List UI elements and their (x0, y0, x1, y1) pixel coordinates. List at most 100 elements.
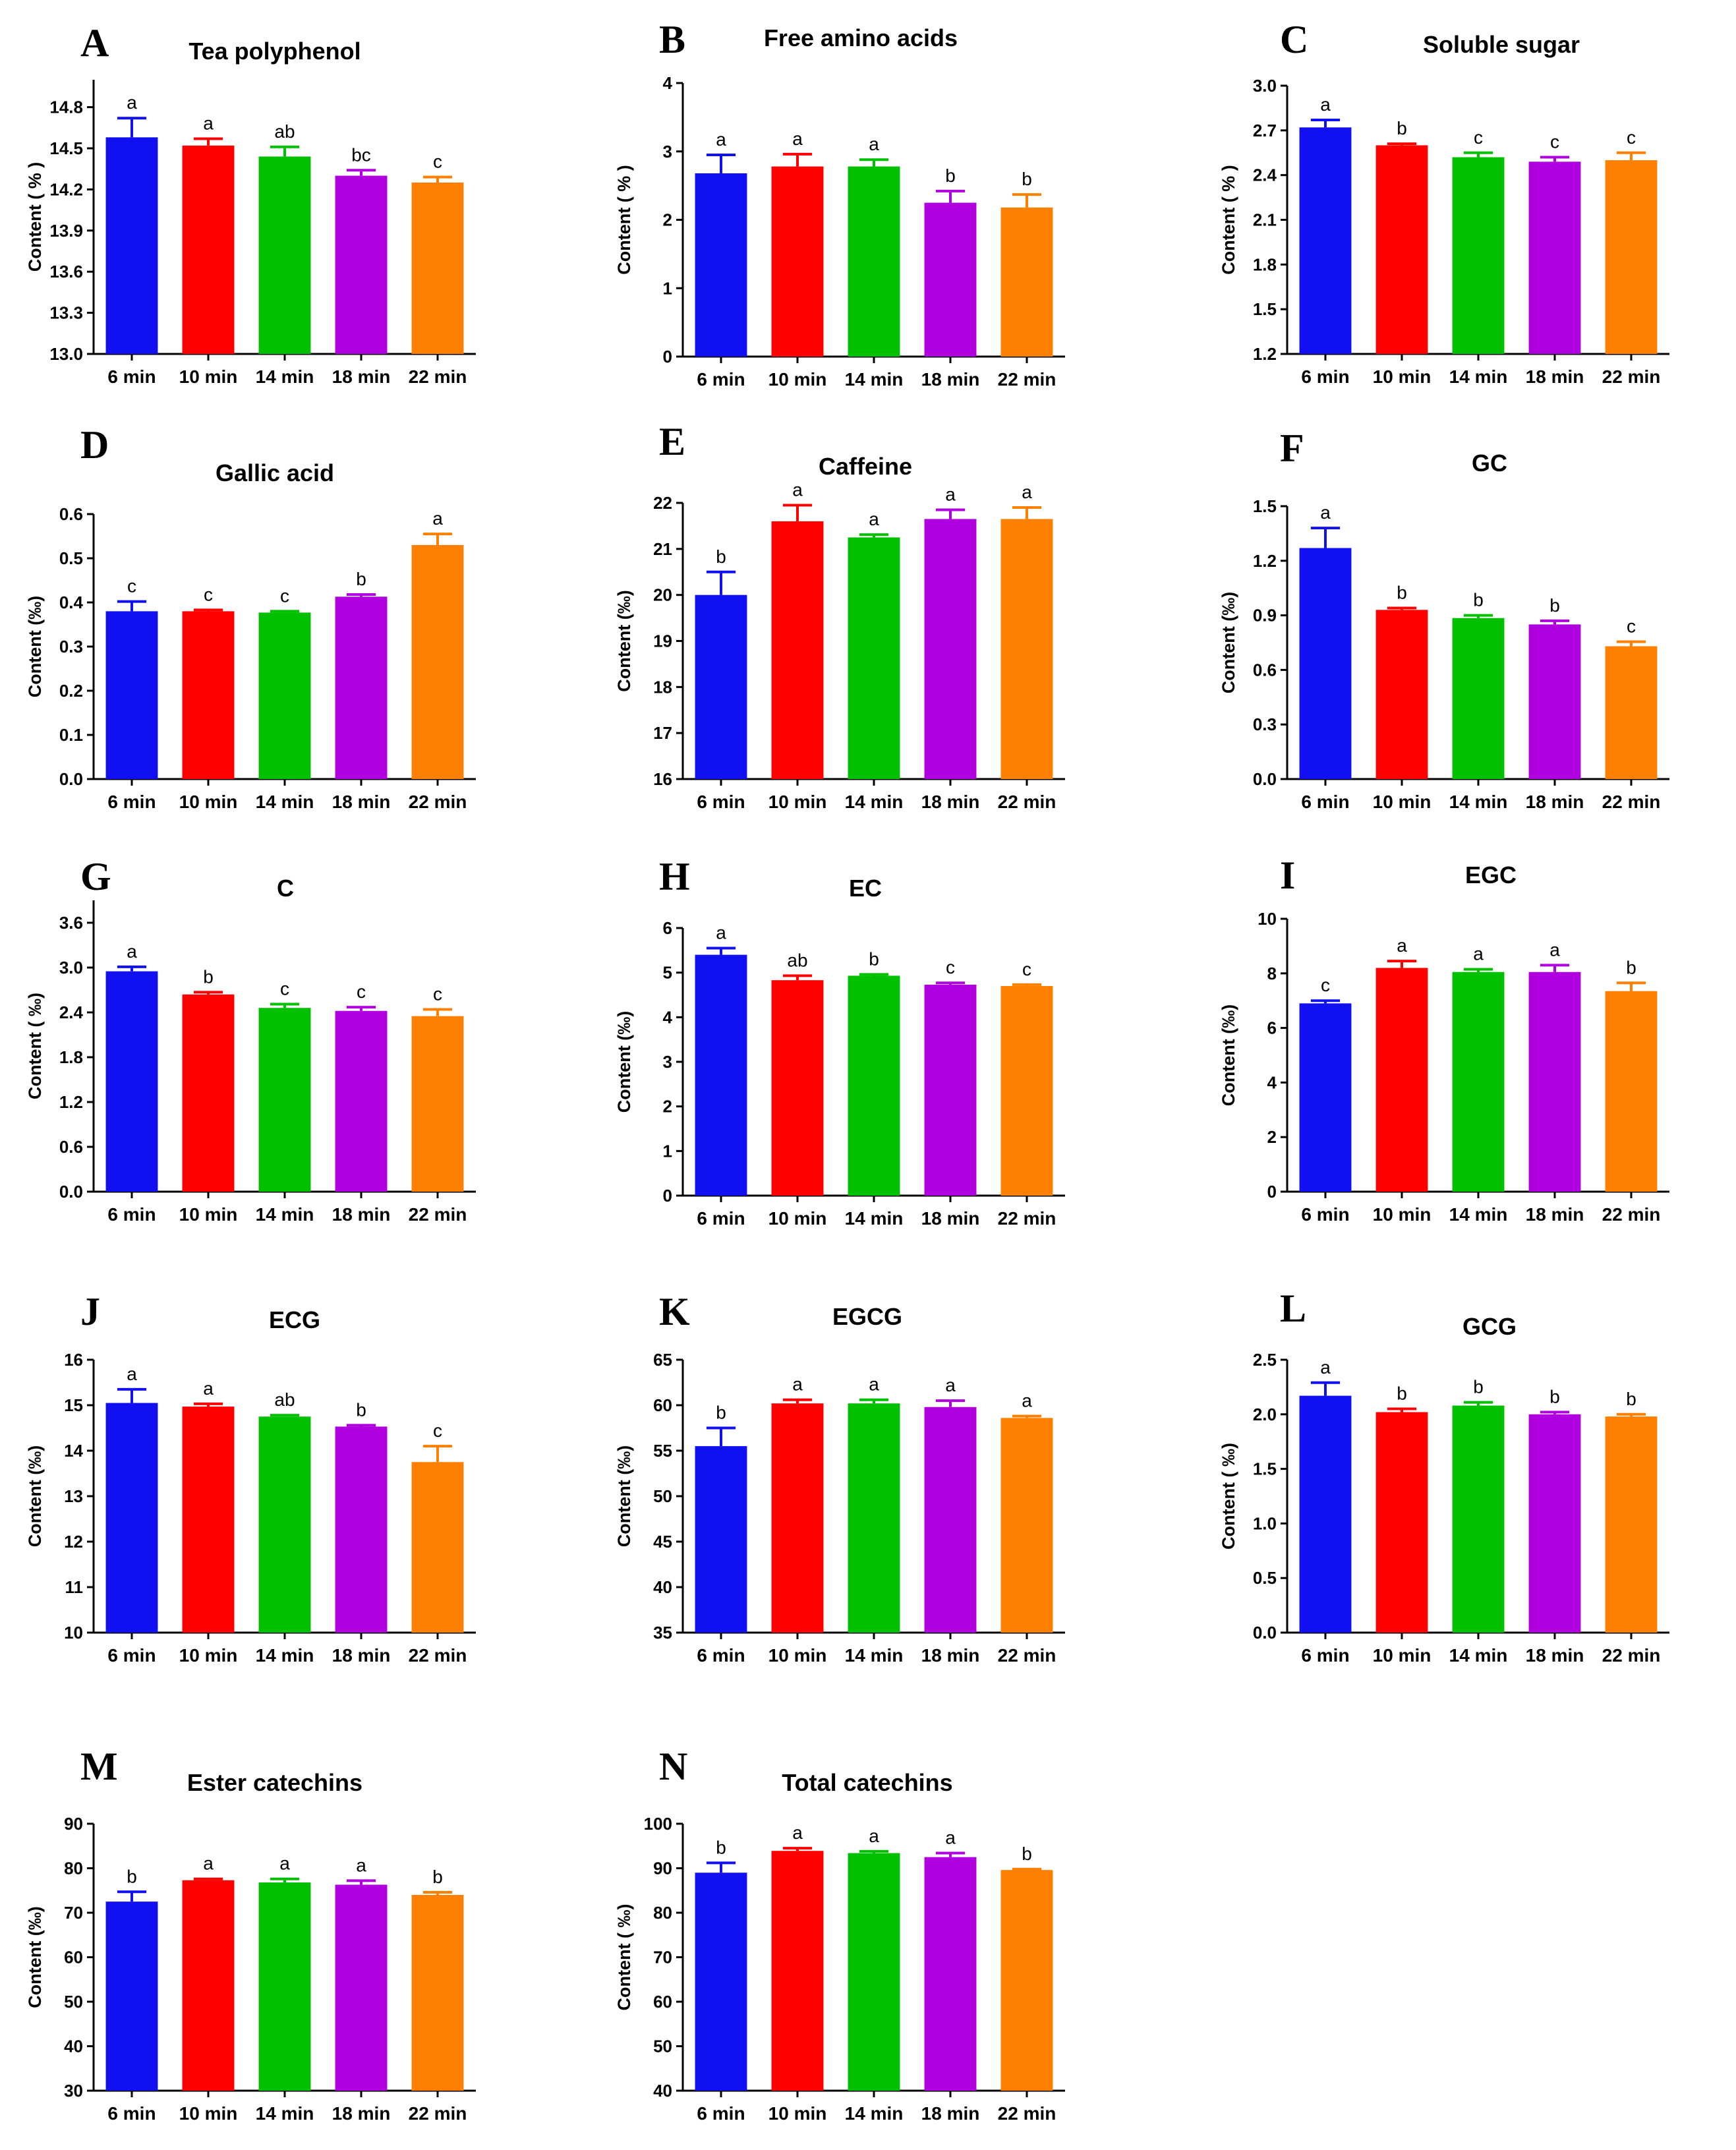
y-tick-label: 6 (663, 918, 672, 938)
x-tick-label: 22 min (998, 1208, 1056, 1229)
y-tick-label: 40 (653, 1577, 672, 1597)
y-tick-label: 35 (653, 1623, 672, 1642)
y-tick-label: 13.0 (49, 344, 83, 364)
x-tick-label: 14 min (256, 1204, 314, 1225)
x-tick-label: 14 min (845, 1645, 904, 1666)
x-tick-label: 18 min (332, 2103, 391, 2124)
y-tick-label: 0.6 (59, 504, 83, 524)
significance-label: b (1626, 1389, 1636, 1409)
y-axis-label: Content (‰) (25, 1445, 45, 1547)
bar-14-min (848, 537, 900, 779)
y-axis-label: Content (‰) (25, 1906, 45, 2008)
x-tick-label: 18 min (921, 1208, 980, 1229)
bar-18-min (335, 175, 388, 354)
bar-18-min (924, 202, 977, 357)
significance-label: a (869, 134, 879, 154)
y-tick-label: 50 (653, 1486, 672, 1506)
x-tick-label: 14 min (256, 1645, 314, 1666)
significance-label: a (1397, 935, 1407, 956)
x-tick-label: 14 min (1449, 1204, 1508, 1225)
y-tick-label: 0.3 (1253, 714, 1277, 734)
y-tick-label: 12 (64, 1532, 83, 1552)
x-tick-label: 18 min (332, 792, 391, 812)
x-tick-label: 18 min (332, 1204, 391, 1225)
x-tick-label: 22 min (409, 366, 467, 387)
significance-label: c (1627, 127, 1636, 148)
y-tick-label: 2 (663, 210, 672, 230)
y-tick-label: 0.0 (1253, 769, 1277, 789)
bar-14-min (848, 1403, 900, 1633)
y-tick-label: 8 (1267, 964, 1277, 983)
x-tick-label: 18 min (1526, 792, 1584, 812)
x-tick-label: 6 min (107, 1204, 156, 1225)
chart-title: GC (1472, 450, 1507, 477)
y-tick-label: 2 (663, 1097, 672, 1117)
significance-label: c (1550, 132, 1559, 152)
bar-22-min (411, 1895, 464, 2091)
bar-6-min (105, 971, 158, 1192)
y-tick-label: 90 (653, 1859, 672, 1878)
bar-6-min (105, 137, 158, 355)
y-tick-label: 21 (653, 539, 672, 559)
bar-10-min (182, 1880, 235, 2091)
x-tick-label: 6 min (697, 1645, 745, 1666)
y-tick-label: 70 (653, 1948, 672, 1967)
y-axis-label: Content (‰) (25, 596, 45, 697)
bar-10-min (1375, 968, 1428, 1192)
bar-22-min (1000, 1870, 1053, 2091)
y-tick-label: 0.9 (1253, 606, 1277, 625)
y-axis-label: Content (‰) (1219, 592, 1238, 693)
bar-6-min (695, 595, 747, 779)
y-tick-label: 60 (653, 1992, 672, 2012)
bar-18-min (924, 1407, 977, 1633)
y-axis-label: Content (‰) (614, 590, 634, 691)
y-tick-label: 2.4 (59, 1002, 84, 1022)
y-tick-label: 90 (64, 1814, 83, 1834)
y-tick-label: 30 (64, 2081, 83, 2101)
significance-label: a (1549, 939, 1560, 960)
significance-label: b (1473, 1377, 1484, 1397)
chart-panel-m: M Ester catechins 30 40 50 60 70 80 90 Content (‰… (25, 1745, 476, 2124)
y-axis-label: Content (‰) (614, 1011, 634, 1113)
significance-label: b (716, 1403, 726, 1423)
chart-panel-a: A Tea polyphenol 13.0 13.3 13.6 13.9 14.2 14.5 1… (25, 21, 476, 387)
y-tick-label: 14.5 (49, 138, 83, 158)
significance-label: ab (274, 1389, 295, 1410)
chart-title: EC (849, 875, 882, 902)
significance-label: a (1022, 482, 1032, 502)
bar-10-min (182, 994, 235, 1192)
significance-label: a (1320, 502, 1331, 523)
x-tick-label: 6 min (1301, 1204, 1349, 1225)
x-tick-label: 6 min (1301, 366, 1349, 387)
y-tick-label: 40 (653, 2081, 672, 2101)
chart-title: Gallic acid (216, 459, 334, 486)
bar-22-min (1605, 160, 1658, 355)
y-tick-label: 1.5 (1253, 299, 1277, 319)
chart-panel-d: D Gallic acid 0.0 0.1 0.2 0.3 0.4 0.5 0.6 Content… (25, 423, 476, 812)
chart-title: Ester catechins (187, 1769, 362, 1796)
bar-10-min (182, 145, 235, 354)
panel-letter: H (659, 855, 690, 898)
x-tick-label: 10 min (179, 1204, 238, 1225)
x-tick-label: 18 min (921, 1645, 980, 1666)
y-tick-label: 16 (64, 1350, 83, 1370)
x-tick-label: 10 min (179, 1645, 238, 1666)
significance-label: a (792, 1374, 803, 1395)
significance-label: a (203, 1853, 214, 1874)
y-tick-label: 14 (64, 1441, 83, 1461)
bar-6-min (695, 1873, 747, 2091)
y-tick-label: 1.5 (1253, 1459, 1277, 1479)
y-tick-label: 1.5 (1253, 496, 1277, 516)
significance-label: c (1321, 975, 1330, 995)
y-tick-label: 10 (1258, 909, 1277, 929)
significance-label: a (945, 484, 956, 504)
chart-title: Soluble sugar (1423, 31, 1580, 58)
y-tick-label: 0 (663, 1186, 672, 1206)
bar-14-min (1452, 157, 1505, 355)
panel-letter: N (659, 1745, 687, 1788)
significance-label: a (203, 113, 214, 133)
chart-title: GCG (1462, 1313, 1517, 1340)
chart-panel-c: C Soluble sugar 1.2 1.5 1.8 2.1 2.4 2.7 3.0 Conte… (1219, 18, 1669, 387)
panel-letter: C (1280, 18, 1308, 61)
significance-label: b (356, 569, 366, 589)
